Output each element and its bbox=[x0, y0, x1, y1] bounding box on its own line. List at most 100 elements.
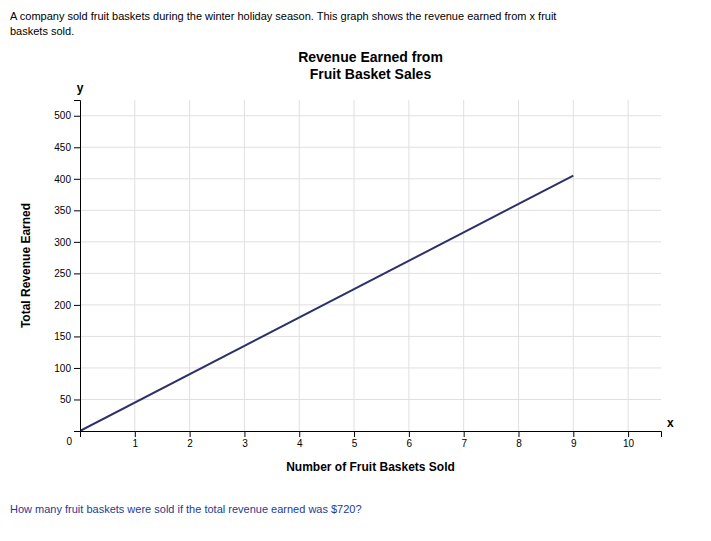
grid-line-x bbox=[189, 100, 190, 431]
x-tick-mark bbox=[354, 431, 355, 437]
y-tick-mark bbox=[74, 179, 80, 180]
y-tick-label: 200 bbox=[54, 300, 71, 311]
y-tick-label: 350 bbox=[54, 205, 71, 216]
x-tick-mark bbox=[464, 431, 465, 437]
x-axis: 1 2 3 4 5 6 7 8 9 10 bbox=[81, 431, 662, 449]
y-tick-mark bbox=[74, 116, 80, 117]
grid-line-x bbox=[518, 100, 519, 431]
y-tick-mark bbox=[74, 147, 80, 148]
description-line: A company sold fruit baskets during the … bbox=[10, 10, 556, 22]
y-tick: 50 bbox=[60, 394, 80, 405]
marks bbox=[80, 176, 573, 431]
grid-line-y bbox=[80, 241, 661, 242]
grid-line-y bbox=[80, 178, 661, 179]
grid-line-x bbox=[628, 100, 629, 431]
y-tick-label: 250 bbox=[54, 268, 71, 279]
title-line: Revenue Earned from bbox=[298, 49, 443, 65]
y-tick: 150 bbox=[54, 331, 80, 342]
x-tick: 3 bbox=[242, 431, 248, 449]
y-tick-label: 400 bbox=[54, 174, 71, 185]
y-tick-label: 450 bbox=[54, 142, 71, 153]
x-tick: 10 bbox=[623, 431, 635, 449]
grid-line-x bbox=[244, 100, 245, 431]
grid-line-x bbox=[463, 100, 464, 431]
y-tick: 300 bbox=[54, 237, 80, 248]
y-tick: 100 bbox=[54, 363, 80, 374]
y-axis: 50 100 150 200 250 300 350 400 450 500 bbox=[54, 101, 80, 432]
y-tick: 200 bbox=[54, 300, 80, 311]
x-axis-title: Number of Fruit Baskets Sold bbox=[286, 460, 455, 474]
y-tick-mark bbox=[74, 336, 80, 337]
x-tick-mark bbox=[299, 431, 300, 437]
y-tick-mark bbox=[74, 273, 80, 274]
x-tick-mark bbox=[135, 431, 136, 437]
x-tick-label: 10 bbox=[623, 438, 635, 449]
data-line bbox=[80, 176, 573, 431]
x-tick-label: 7 bbox=[461, 438, 467, 449]
y-tick-mark bbox=[74, 242, 80, 243]
y-tick: 450 bbox=[54, 142, 80, 153]
title-line: Fruit Basket Sales bbox=[310, 66, 432, 82]
x-tick-label: 3 bbox=[242, 438, 248, 449]
x-tick: 7 bbox=[461, 431, 467, 449]
grid-line-y bbox=[80, 147, 661, 148]
x-tick-mark bbox=[573, 431, 574, 437]
y-axis-line bbox=[74, 101, 81, 432]
x-tick-mark bbox=[628, 431, 629, 437]
x-tick-mark bbox=[244, 431, 245, 437]
y-tick: 400 bbox=[54, 174, 80, 185]
y-tick-mark bbox=[74, 368, 80, 369]
x-tick-label: 8 bbox=[516, 438, 522, 449]
x-tick-label: 2 bbox=[187, 438, 193, 449]
y-tick-label: 150 bbox=[54, 331, 71, 342]
y-tick-label: 300 bbox=[54, 237, 71, 248]
x-tick-label: 9 bbox=[571, 438, 577, 449]
grid-line-y bbox=[80, 115, 661, 116]
x-axis-line bbox=[81, 432, 662, 438]
y-tick-mark bbox=[74, 210, 80, 211]
grid-line-x bbox=[299, 100, 300, 431]
description-line: baskets sold. bbox=[10, 25, 74, 37]
y-tick: 500 bbox=[54, 110, 80, 121]
y-tick-label: 100 bbox=[54, 363, 71, 374]
x-tick: 4 bbox=[297, 431, 303, 449]
x-tick: 1 bbox=[133, 431, 139, 449]
x-tick-label: 6 bbox=[407, 438, 413, 449]
question: How many fruit baskets were sold if the … bbox=[10, 503, 362, 515]
plot: 1 2 3 4 5 6 7 8 9 10 50 100 150 200 250 300 350 400 450 500… bbox=[19, 81, 674, 474]
y-tick-label: 50 bbox=[60, 394, 72, 405]
x-axis-letter: x bbox=[667, 416, 674, 430]
grid-line-x bbox=[408, 100, 409, 431]
y-tick: 250 bbox=[54, 268, 80, 279]
x-tick: 6 bbox=[407, 431, 413, 449]
grid-line-y bbox=[80, 336, 661, 337]
y-tick-label: 500 bbox=[54, 110, 71, 121]
y-axis-letter: y bbox=[77, 81, 84, 95]
y-tick-mark bbox=[74, 305, 80, 306]
x-tick-mark bbox=[409, 431, 410, 437]
x-tick-label: 4 bbox=[297, 438, 303, 449]
grid-line-y bbox=[80, 399, 661, 400]
grid-line-y bbox=[80, 304, 661, 305]
grid-line-x bbox=[573, 100, 574, 431]
x-tick-label: 1 bbox=[133, 438, 139, 449]
x-tick-mark bbox=[518, 431, 519, 437]
description: A company sold fruit baskets during the … bbox=[10, 10, 556, 37]
x-tick: 8 bbox=[516, 431, 522, 449]
x-tick: 5 bbox=[352, 431, 358, 449]
chart: A company sold fruit baskets during the … bbox=[0, 0, 711, 541]
y-tick-mark bbox=[74, 399, 80, 400]
grid-line-y bbox=[80, 367, 661, 368]
grid-line-x bbox=[134, 100, 135, 431]
y-axis-title: Total Revenue Earned bbox=[19, 203, 33, 328]
grid bbox=[80, 100, 661, 431]
grid-line-x bbox=[354, 100, 355, 431]
x-tick: 9 bbox=[571, 431, 577, 449]
x-tick-mark bbox=[190, 431, 191, 437]
title: Revenue Earned fromFruit Basket Sales bbox=[298, 49, 443, 82]
x-tick: 2 bbox=[187, 431, 193, 449]
grid-line-y bbox=[80, 210, 661, 211]
y-tick: 350 bbox=[54, 205, 80, 216]
question-line: How many fruit baskets were sold if the … bbox=[10, 503, 362, 515]
grid-line-y bbox=[80, 273, 661, 274]
